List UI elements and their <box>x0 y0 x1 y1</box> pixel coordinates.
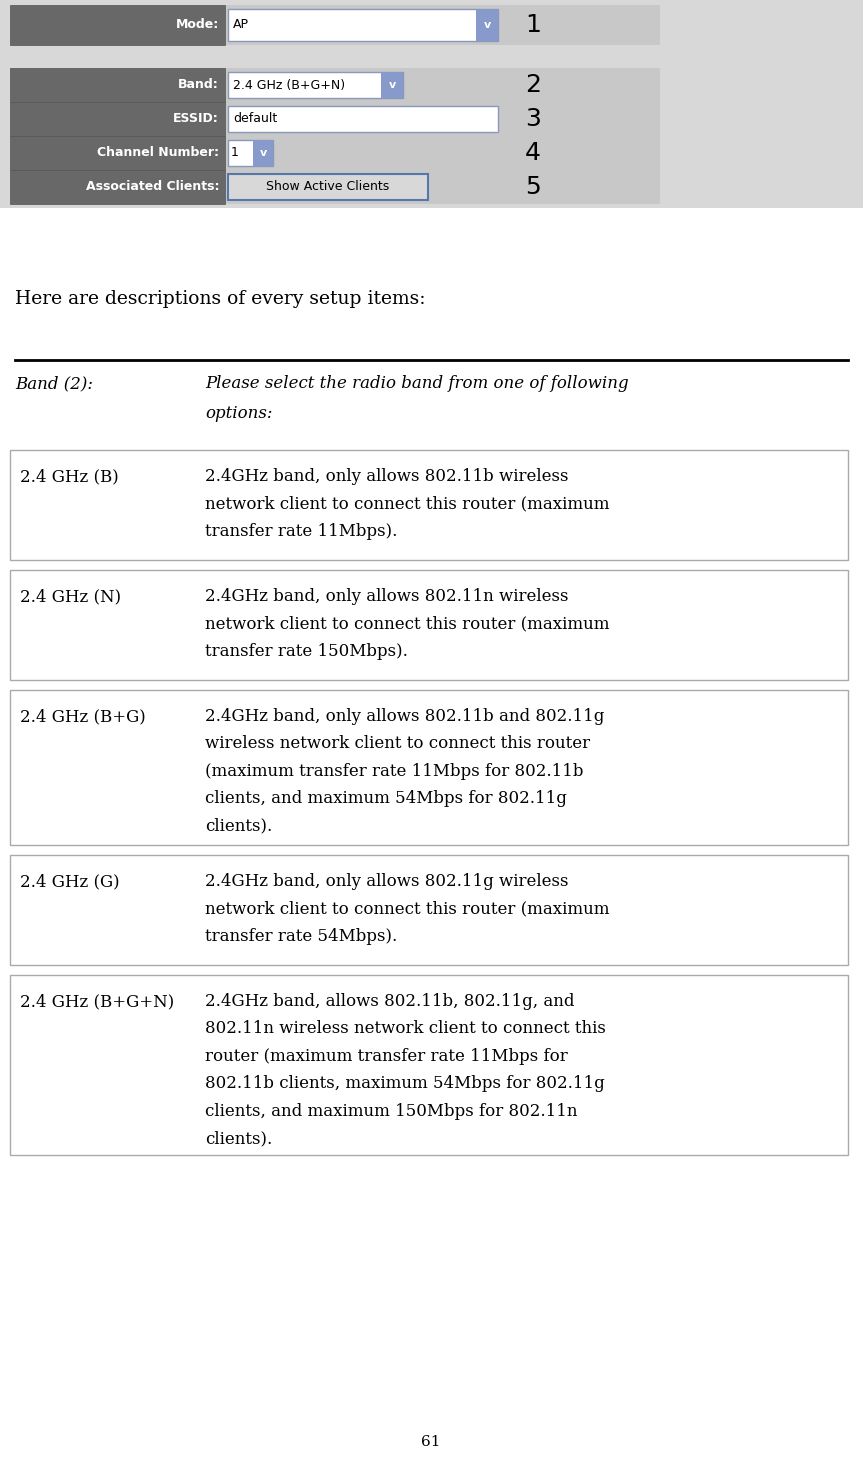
Text: v: v <box>483 20 491 31</box>
FancyBboxPatch shape <box>10 4 660 45</box>
Text: 2.4 GHz (G): 2.4 GHz (G) <box>20 872 120 890</box>
Text: v: v <box>260 147 267 158</box>
Text: Channel Number:: Channel Number: <box>97 146 219 159</box>
Text: Here are descriptions of every setup items:: Here are descriptions of every setup ite… <box>15 290 425 308</box>
FancyBboxPatch shape <box>10 102 660 136</box>
Text: 2.4 GHz (N): 2.4 GHz (N) <box>20 588 121 605</box>
FancyBboxPatch shape <box>228 71 403 98</box>
Text: 61: 61 <box>421 1436 441 1449</box>
Text: Band:: Band: <box>179 79 219 92</box>
Text: 2.4GHz band, only allows 802.11n wireless
network client to connect this router : 2.4GHz band, only allows 802.11n wireles… <box>205 588 609 659</box>
Text: 3: 3 <box>525 107 541 131</box>
Text: 2.4 GHz (B+G): 2.4 GHz (B+G) <box>20 708 146 725</box>
Text: 4: 4 <box>525 142 541 165</box>
Text: Associated Clients:: Associated Clients: <box>85 181 219 194</box>
FancyBboxPatch shape <box>10 69 660 102</box>
FancyBboxPatch shape <box>228 107 498 131</box>
FancyBboxPatch shape <box>10 102 225 136</box>
Text: 2.4GHz band, allows 802.11b, 802.11g, and
802.11n wireless network client to con: 2.4GHz band, allows 802.11b, 802.11g, an… <box>205 994 606 1147</box>
Text: 1: 1 <box>525 13 541 36</box>
FancyBboxPatch shape <box>10 171 660 204</box>
Text: 2.4GHz band, only allows 802.11b and 802.11g
wireless network client to connect : 2.4GHz band, only allows 802.11b and 802… <box>205 708 604 835</box>
Text: 1: 1 <box>231 146 239 159</box>
Text: Band (2):: Band (2): <box>15 375 93 392</box>
FancyBboxPatch shape <box>10 69 225 102</box>
FancyBboxPatch shape <box>10 975 848 1156</box>
FancyBboxPatch shape <box>476 9 498 41</box>
Text: 2: 2 <box>525 73 541 96</box>
Text: 2.4GHz band, only allows 802.11g wireless
network client to connect this router : 2.4GHz band, only allows 802.11g wireles… <box>205 872 609 945</box>
FancyBboxPatch shape <box>228 140 273 166</box>
Text: 2.4 GHz (B+G+N): 2.4 GHz (B+G+N) <box>20 994 174 1010</box>
Text: 2.4 GHz (B): 2.4 GHz (B) <box>20 468 119 484</box>
FancyBboxPatch shape <box>10 171 225 204</box>
Text: Please select the radio band from one of following
options:: Please select the radio band from one of… <box>205 375 628 422</box>
FancyBboxPatch shape <box>228 174 428 200</box>
Text: v: v <box>388 80 395 90</box>
FancyBboxPatch shape <box>10 449 848 560</box>
FancyBboxPatch shape <box>228 9 498 41</box>
FancyBboxPatch shape <box>10 690 848 845</box>
Text: default: default <box>233 112 277 125</box>
Text: Mode:: Mode: <box>176 19 219 32</box>
FancyBboxPatch shape <box>10 570 848 680</box>
FancyBboxPatch shape <box>10 136 225 171</box>
Text: 2.4GHz band, only allows 802.11b wireless
network client to connect this router : 2.4GHz band, only allows 802.11b wireles… <box>205 468 609 540</box>
Text: 2.4 GHz (B+G+N): 2.4 GHz (B+G+N) <box>233 79 345 92</box>
FancyBboxPatch shape <box>0 0 863 209</box>
Text: ESSID:: ESSID: <box>173 112 219 125</box>
Text: 5: 5 <box>525 175 541 198</box>
FancyBboxPatch shape <box>10 855 848 964</box>
FancyBboxPatch shape <box>10 136 660 171</box>
FancyBboxPatch shape <box>381 71 403 98</box>
FancyBboxPatch shape <box>10 4 225 45</box>
Text: AP: AP <box>233 19 249 32</box>
Text: Show Active Clients: Show Active Clients <box>267 181 389 194</box>
FancyBboxPatch shape <box>253 140 273 166</box>
